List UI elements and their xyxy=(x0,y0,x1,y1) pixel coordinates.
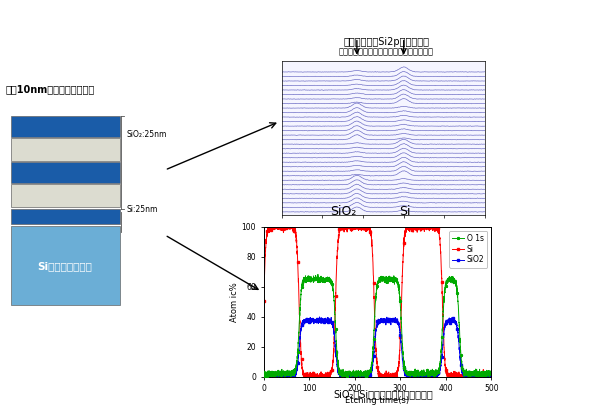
O 1s xyxy=(300,283,307,288)
Y-axis label: Atom ic%: Atom ic% xyxy=(229,282,238,322)
Text: SiO₂: SiO₂ xyxy=(330,205,356,218)
Bar xyxy=(11,226,120,305)
O 1s xyxy=(261,374,268,379)
Text: Si: Si xyxy=(399,205,410,218)
Text: Si:25nm: Si:25nm xyxy=(127,205,158,214)
SiO2 xyxy=(357,372,364,377)
O 1s xyxy=(260,374,267,379)
Text: 深さ方向でのSi2pスペクトル: 深さ方向でのSi2pスペクトル xyxy=(343,36,429,47)
Si xyxy=(260,298,267,303)
SiO2 xyxy=(286,374,293,379)
Si xyxy=(300,369,307,374)
O 1s xyxy=(483,371,491,376)
Text: SiO₂:25nm: SiO₂:25nm xyxy=(127,130,167,139)
O 1s xyxy=(459,365,466,370)
Bar xyxy=(11,116,120,137)
Bar xyxy=(11,209,120,224)
Legend: O 1s, Si, SiO2: O 1s, Si, SiO2 xyxy=(449,230,488,268)
SiO2 xyxy=(488,373,495,377)
O 1s xyxy=(286,369,293,374)
Bar xyxy=(11,184,120,207)
Si xyxy=(265,224,272,229)
Si xyxy=(483,373,491,378)
SiO2 xyxy=(260,374,267,379)
SiO2 xyxy=(347,373,355,377)
Line: O 1s: O 1s xyxy=(262,273,492,378)
O 1s xyxy=(314,272,322,277)
SiO2 xyxy=(300,320,307,325)
O 1s xyxy=(488,373,495,378)
Si xyxy=(347,226,355,230)
O 1s xyxy=(347,371,355,376)
Text: Siウエハ（基板）: Siウエハ（基板） xyxy=(38,261,93,271)
Si xyxy=(357,224,364,229)
SiO2 xyxy=(483,371,491,376)
X-axis label: Etching time(s): Etching time(s) xyxy=(345,396,410,405)
Bar xyxy=(11,138,120,161)
Si xyxy=(300,374,307,379)
SiO2 xyxy=(316,315,323,320)
Si xyxy=(459,372,466,377)
Text: 各層10nm以上の厚さの材料: 各層10nm以上の厚さの材料 xyxy=(6,85,95,95)
Text: SiO₂とSiの深さ方向プロファイル: SiO₂とSiの深さ方向プロファイル xyxy=(334,389,433,399)
Line: Si: Si xyxy=(262,226,492,378)
SiO2 xyxy=(459,369,466,374)
Si xyxy=(488,374,495,379)
Bar xyxy=(11,162,120,183)
Line: SiO2: SiO2 xyxy=(262,316,492,378)
Si xyxy=(286,225,293,230)
O 1s xyxy=(357,369,364,374)
Text: （各層ごとのシフトが観測されています）: （各層ごとのシフトが観測されています） xyxy=(339,47,434,56)
